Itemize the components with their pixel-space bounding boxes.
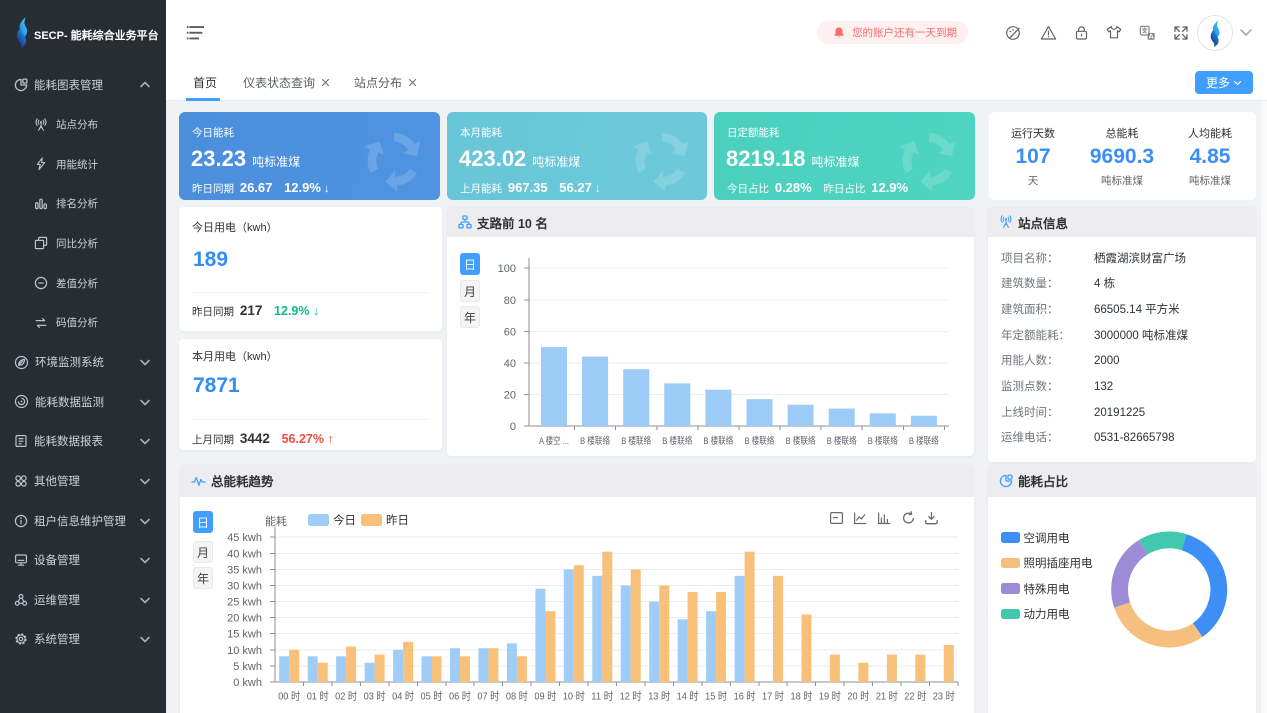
svg-text:B 楼联络: B 楼联络 — [827, 435, 857, 447]
svg-text:10 kwh: 10 kwh — [227, 645, 262, 657]
svg-text:10 时: 10 时 — [563, 691, 585, 703]
svg-text:03 时: 03 时 — [364, 691, 386, 703]
svg-text:B 楼联络: B 楼联络 — [786, 435, 816, 447]
svg-text:15 时: 15 时 — [705, 691, 727, 703]
svg-text:04 时: 04 时 — [392, 691, 414, 703]
svg-text:0 kwh: 0 kwh — [233, 677, 262, 689]
svg-text:18 时: 18 时 — [791, 691, 813, 703]
svg-text:12 时: 12 时 — [620, 691, 642, 703]
svg-text:01 时: 01 时 — [307, 691, 329, 703]
svg-text:25 kwh: 25 kwh — [227, 597, 262, 609]
svg-text:20 时: 20 时 — [847, 691, 869, 703]
svg-text:21 时: 21 时 — [876, 691, 898, 703]
svg-text:A 楼空 ...: A 楼空 ... — [539, 435, 569, 447]
svg-text:00 时: 00 时 — [278, 691, 300, 703]
svg-text:60: 60 — [504, 326, 516, 338]
svg-text:B 楼联络: B 楼联络 — [580, 435, 610, 447]
svg-text:13 时: 13 时 — [648, 691, 670, 703]
svg-text:35 kwh: 35 kwh — [227, 564, 262, 576]
svg-text:45 kwh: 45 kwh — [227, 532, 262, 544]
svg-text:20: 20 — [504, 389, 516, 401]
svg-text:23 时: 23 时 — [933, 691, 955, 703]
svg-text:B 楼联络: B 楼联络 — [745, 435, 775, 447]
svg-text:5 kwh: 5 kwh — [233, 661, 262, 673]
svg-text:20 kwh: 20 kwh — [227, 613, 262, 625]
svg-text:19 时: 19 时 — [819, 691, 841, 703]
svg-text:100: 100 — [498, 263, 516, 275]
svg-text:40 kwh: 40 kwh — [227, 548, 262, 560]
svg-text:05 时: 05 时 — [421, 691, 443, 703]
svg-text:06 时: 06 时 — [449, 691, 471, 703]
svg-text:0: 0 — [510, 421, 516, 433]
svg-text:16 时: 16 时 — [734, 691, 756, 703]
svg-text:07 时: 07 时 — [477, 691, 499, 703]
svg-text:22 时: 22 时 — [904, 691, 926, 703]
svg-text:40: 40 — [504, 358, 516, 370]
svg-text:09 时: 09 时 — [534, 691, 556, 703]
svg-text:02 时: 02 时 — [335, 691, 357, 703]
svg-text:B 楼联络: B 楼联络 — [909, 435, 939, 447]
svg-text:80: 80 — [504, 295, 516, 307]
svg-text:14 时: 14 时 — [677, 691, 699, 703]
svg-text:B 楼联络: B 楼联络 — [703, 435, 733, 447]
svg-text:B 楼联络: B 楼联络 — [621, 435, 651, 447]
svg-text:11 时: 11 时 — [591, 691, 613, 703]
svg-text:B 楼联络: B 楼联络 — [868, 435, 898, 447]
svg-text:30 kwh: 30 kwh — [227, 581, 262, 593]
svg-text:08 时: 08 时 — [506, 691, 528, 703]
svg-text:17 时: 17 时 — [762, 691, 784, 703]
svg-text:15 kwh: 15 kwh — [227, 629, 262, 641]
svg-text:B 楼联络: B 楼联络 — [662, 435, 692, 447]
